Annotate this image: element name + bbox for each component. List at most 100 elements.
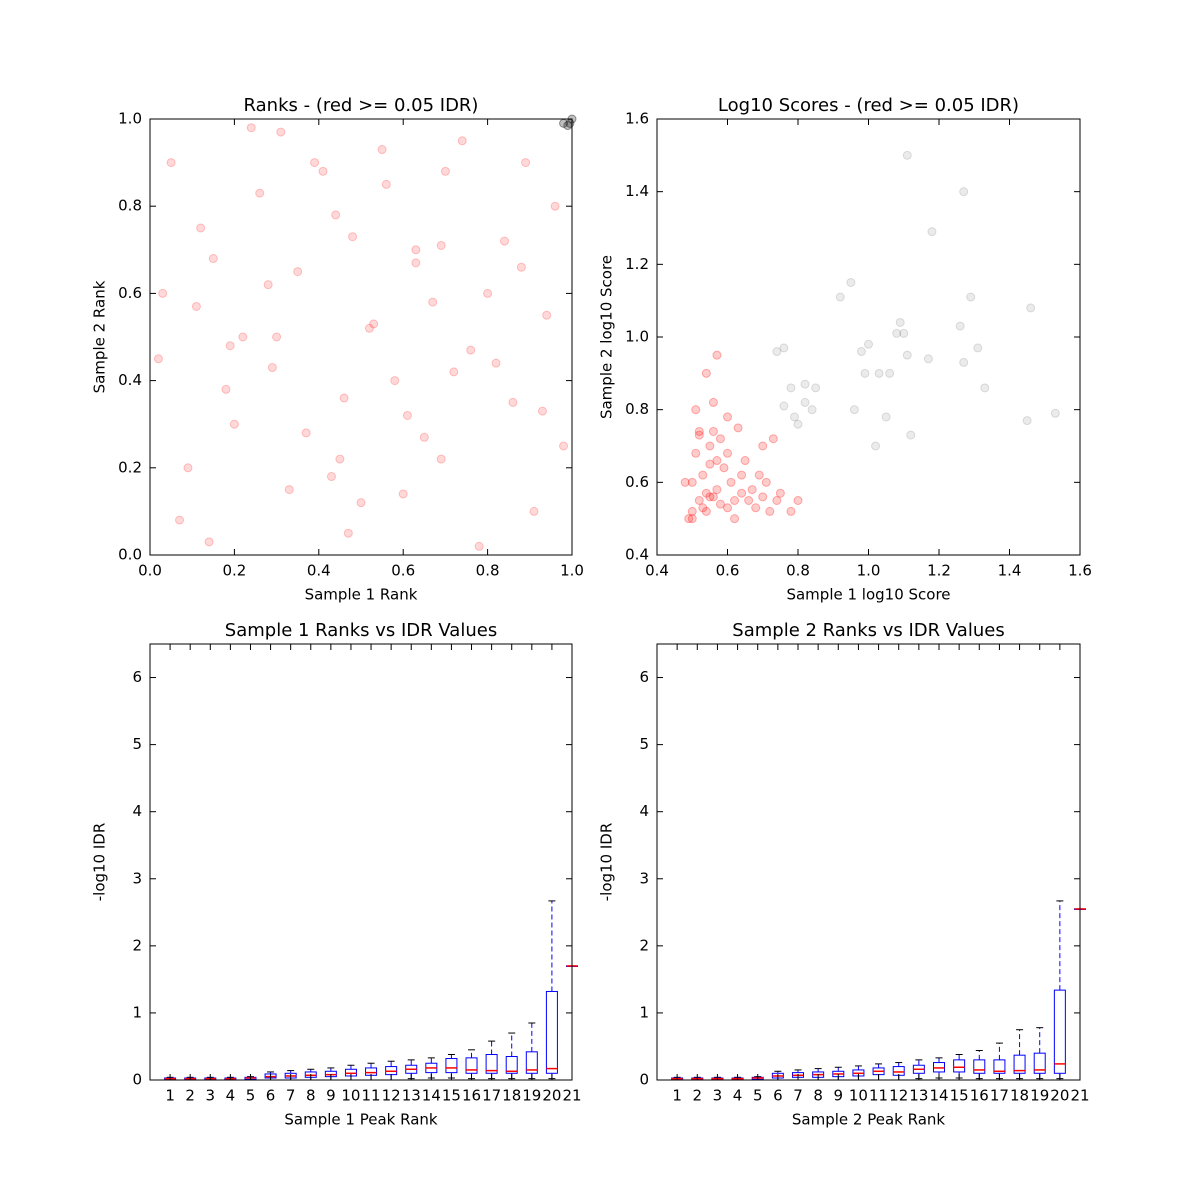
scatter-point bbox=[521, 158, 531, 168]
scatter-point bbox=[980, 383, 990, 393]
scatter-point bbox=[428, 297, 438, 307]
scatter-point bbox=[715, 434, 725, 444]
scatter-point bbox=[1050, 408, 1060, 418]
scatter-point bbox=[183, 463, 193, 473]
scatter-point bbox=[973, 343, 983, 353]
scatter-point bbox=[225, 341, 235, 351]
y-tick-label: 1.0 bbox=[118, 110, 142, 128]
y-axis-label: -log10 IDR bbox=[598, 823, 616, 902]
scatter-point bbox=[744, 496, 754, 505]
scatter-point bbox=[871, 441, 881, 451]
x-axis-label: Sample 1 log10 Score bbox=[786, 586, 950, 604]
x-tick-label: 7 bbox=[793, 1087, 803, 1105]
scatter-point bbox=[775, 488, 785, 498]
scatter-point bbox=[712, 456, 722, 466]
scatter-point bbox=[238, 332, 248, 342]
scatter-point bbox=[204, 537, 214, 547]
scatter-point bbox=[466, 345, 476, 355]
x-tick-label: 19 bbox=[522, 1087, 541, 1105]
x-tick-label: 8 bbox=[306, 1087, 316, 1105]
x-tick-label: 18 bbox=[502, 1087, 521, 1105]
x-tick-label: 9 bbox=[326, 1087, 336, 1105]
y-tick-label: 0 bbox=[132, 1071, 142, 1089]
x-tick-label: 5 bbox=[246, 1087, 256, 1105]
x-tick-label: 0.6 bbox=[391, 562, 415, 580]
x-tick-label: 1.6 bbox=[1068, 562, 1092, 580]
scatter-point bbox=[537, 406, 547, 416]
y-tick-label: 0.8 bbox=[118, 197, 142, 215]
scatter-point bbox=[779, 401, 789, 411]
scatter-point bbox=[196, 223, 206, 233]
scatter-point bbox=[705, 492, 715, 502]
scatter-point bbox=[687, 477, 697, 487]
scatter-point bbox=[864, 339, 873, 349]
scatter-point bbox=[419, 432, 429, 442]
x-tick-label: 15 bbox=[950, 1087, 969, 1105]
scatter-point bbox=[381, 179, 391, 189]
scatter-point bbox=[301, 428, 311, 438]
scatter-point bbox=[712, 485, 722, 495]
scatter-point bbox=[550, 201, 560, 211]
scatter-point bbox=[906, 430, 916, 440]
scatter-point bbox=[565, 118, 575, 128]
scatter-point bbox=[326, 472, 336, 482]
scatter-point bbox=[343, 528, 353, 538]
x-tick-label: 11 bbox=[869, 1087, 888, 1105]
x-axis-label: Sample 1 Rank bbox=[305, 586, 418, 604]
scatter-point bbox=[339, 393, 349, 403]
scatter-point bbox=[440, 166, 450, 176]
y-tick-label: 5 bbox=[639, 735, 649, 753]
scatter-point bbox=[726, 477, 736, 487]
scatter-point bbox=[1026, 303, 1036, 313]
y-axis-label: Sample 2 Rank bbox=[91, 280, 109, 393]
scatter-point bbox=[758, 492, 768, 502]
x-tick-label: 0.2 bbox=[222, 562, 246, 580]
x-tick-label: 1.0 bbox=[560, 562, 584, 580]
box bbox=[525, 1051, 538, 1074]
scatter-point bbox=[754, 470, 764, 480]
x-tick-label: 1 bbox=[165, 1087, 175, 1105]
scatter-point bbox=[723, 448, 732, 458]
scatter-point bbox=[811, 383, 821, 393]
scatter-point bbox=[691, 448, 701, 458]
scatter-point bbox=[768, 434, 778, 444]
box bbox=[485, 1054, 498, 1074]
scatter-point bbox=[860, 368, 870, 378]
x-tick-label: 18 bbox=[1010, 1087, 1029, 1105]
scatter-point bbox=[516, 262, 526, 272]
x-tick-label: 0.6 bbox=[716, 562, 740, 580]
x-tick-label: 21 bbox=[1070, 1087, 1089, 1105]
y-tick-label: 1.2 bbox=[625, 255, 649, 273]
scatter-point bbox=[856, 347, 866, 357]
scatter-point bbox=[229, 419, 239, 429]
scatter-point bbox=[902, 350, 912, 360]
box bbox=[1033, 1052, 1046, 1074]
x-tick-label: 3 bbox=[206, 1087, 216, 1105]
scatter-point bbox=[318, 166, 328, 176]
y-tick-label: 6 bbox=[639, 668, 649, 686]
x-tick-label: 13 bbox=[402, 1087, 421, 1105]
x-tick-label: 2 bbox=[693, 1087, 703, 1105]
scatter-point bbox=[398, 489, 408, 499]
box bbox=[993, 1059, 1006, 1074]
scatter-point bbox=[356, 498, 366, 508]
scatter-point bbox=[691, 405, 701, 415]
x-axis-label: Sample 2 Peak Rank bbox=[792, 1111, 945, 1129]
scatter-point bbox=[499, 236, 509, 246]
scatter-point bbox=[719, 463, 729, 473]
x-tick-label: 6 bbox=[773, 1087, 783, 1105]
scatter-point bbox=[698, 503, 708, 513]
box bbox=[973, 1059, 986, 1074]
x-tick-label: 1.2 bbox=[927, 562, 951, 580]
scatter-point bbox=[1022, 416, 1032, 426]
scatter-point bbox=[474, 541, 484, 551]
scatter-point bbox=[885, 368, 895, 378]
scatter-point bbox=[483, 288, 493, 298]
scatter-point bbox=[740, 456, 750, 466]
box bbox=[892, 1066, 905, 1076]
scatter-point bbox=[733, 423, 743, 433]
scatter-point bbox=[166, 158, 176, 168]
y-tick-label: 4 bbox=[132, 802, 142, 820]
y-tick-label: 0.4 bbox=[625, 546, 649, 564]
x-tick-label: 4 bbox=[733, 1087, 743, 1105]
